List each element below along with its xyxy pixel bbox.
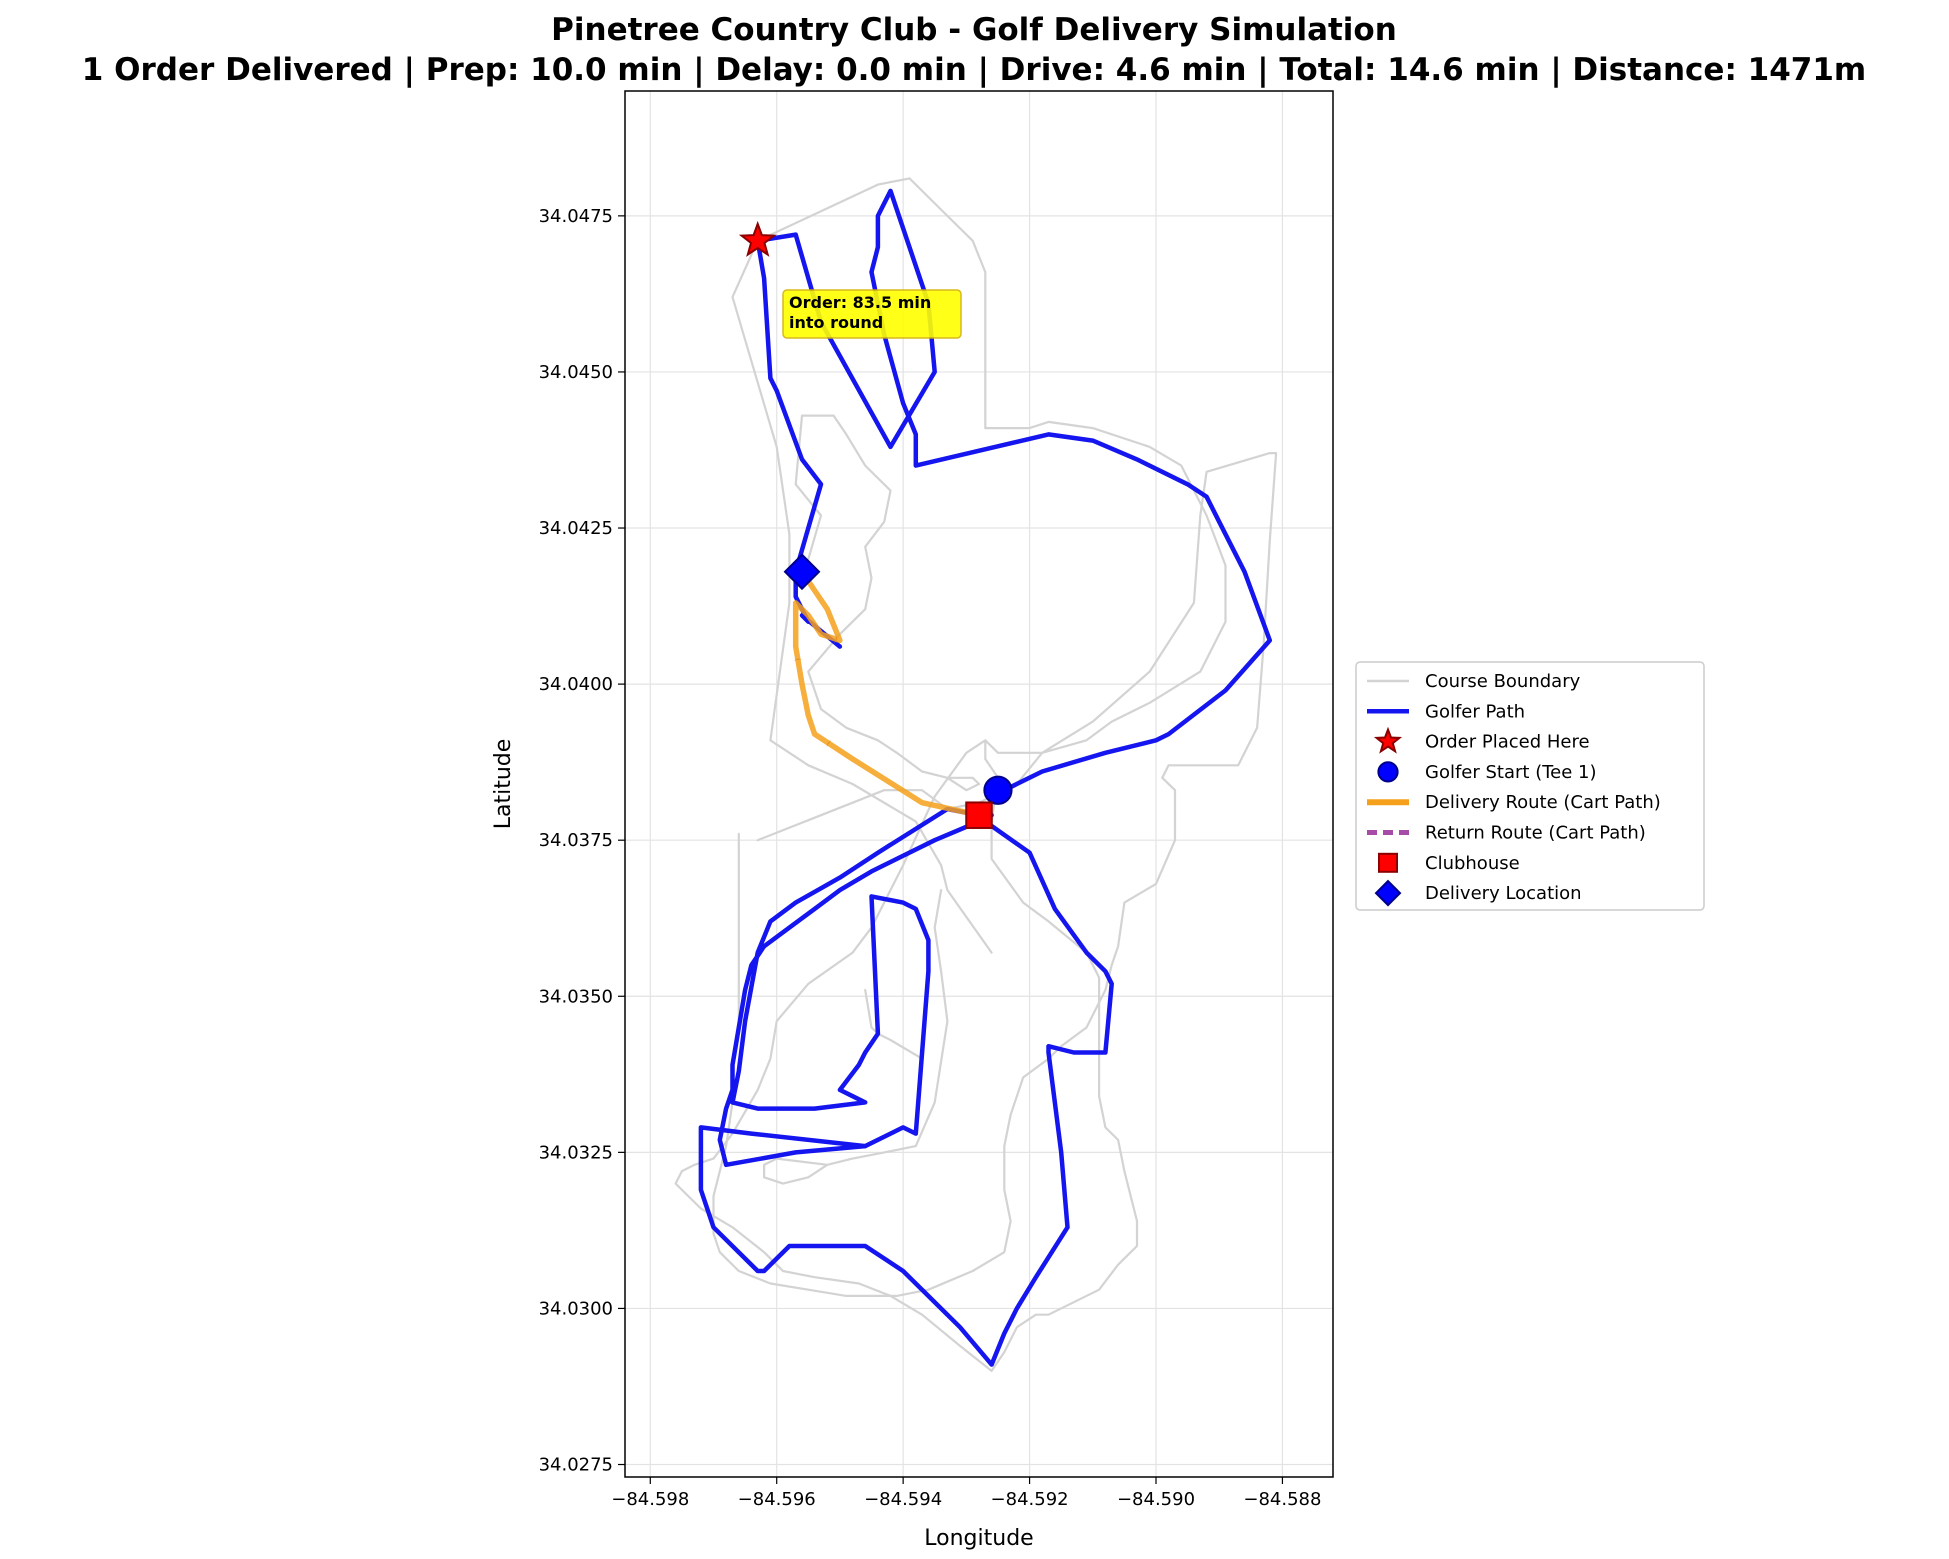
course-boundary-line <box>674 177 1227 1373</box>
annotation-line: Order: 83.5 min <box>789 293 931 312</box>
chart-title: Pinetree Country Club - Golf Delivery Si… <box>551 12 1397 48</box>
golfer-path-south-loop-line <box>698 819 1114 1367</box>
y-tick-label: 34.0275 <box>539 1455 613 1476</box>
legend-swatch-golfer-start-tee-1 <box>1377 761 1399 783</box>
course-boundary-line <box>712 452 1278 1298</box>
legend-frame <box>1355 661 1705 911</box>
course-boundary-line <box>864 988 924 1060</box>
legend: Course Boundary Golfer Path Order Placed H… <box>1355 661 1705 911</box>
course-boundary-line <box>794 414 981 786</box>
x-axis: −84.598 −84.596 −84.594 −84.592 −84.590 −84.5… <box>611 1477 1321 1510</box>
y-tick-label: 34.0425 <box>539 518 613 539</box>
legend-swatch-clubhouse <box>1378 852 1398 873</box>
x-tick-label: −84.598 <box>611 1489 689 1510</box>
golfer-path-front-nine-line <box>717 806 994 1168</box>
golfer-start-tee-1-marker <box>983 775 1013 805</box>
delivery-direction-arrow <box>826 739 832 747</box>
annotation-line: into round <box>789 313 883 332</box>
legend-swatch-order-placed-here <box>1373 726 1403 754</box>
annotation-box <box>782 289 962 339</box>
x-tick-label: −84.594 <box>864 1489 942 1510</box>
legend-label-return-route-cart-path: Return Route (Cart Path) <box>1425 823 1646 844</box>
y-tick-label: 34.0325 <box>539 1142 613 1163</box>
legend-label-golfer-start-tee-1: Golfer Start (Tee 1) <box>1425 762 1597 783</box>
legend-label-golfer-path: Golfer Path <box>1425 701 1525 722</box>
delivery-route-cart-path-line <box>792 568 982 818</box>
delivery-direction-arrow <box>834 635 838 644</box>
x-tick-label: −84.588 <box>1243 1489 1321 1510</box>
legend-label-delivery-route-cart-path: Delivery Route (Cart Path) <box>1425 792 1661 813</box>
y-tick-label: 34.0400 <box>539 674 613 695</box>
annotation-text: Order: 83.5 min into round <box>789 293 931 332</box>
course-boundary-line <box>946 776 981 792</box>
delivery-location-marker <box>783 553 821 591</box>
y-tick-label: 34.0450 <box>539 362 613 383</box>
plot-frame <box>624 90 1334 1478</box>
y-tick-label: 34.0375 <box>539 830 613 851</box>
order-placed-here-marker <box>738 220 777 257</box>
y-tick-label: 34.0475 <box>539 206 613 227</box>
course-boundary-line <box>762 888 949 1185</box>
chart-subtitle: 1 Order Delivered | Prep: 10.0 min | Del… <box>82 52 1866 88</box>
order-annotation: Order: 83.5 min into round <box>782 289 962 339</box>
x-tick-label: −84.596 <box>738 1489 816 1510</box>
y-axis-title: Latitude <box>491 739 516 830</box>
legend-label-delivery-location: Delivery Location <box>1425 883 1582 904</box>
golfer-path-line <box>755 188 1273 793</box>
legend-label-order-placed-here: Order Placed Here <box>1425 732 1590 753</box>
legend-label-clubhouse: Clubhouse <box>1425 853 1520 874</box>
legend-swatch-delivery-location <box>1374 879 1402 907</box>
legend-label-course-boundary: Course Boundary <box>1425 671 1581 692</box>
plot-area <box>674 177 1278 1373</box>
delivery-direction-arrow <box>793 658 803 661</box>
y-tick-label: 34.0350 <box>539 986 613 1007</box>
y-tick-label: 34.0300 <box>539 1298 613 1319</box>
x-axis-title: Longitude <box>924 1526 1033 1551</box>
x-tick-label: −84.590 <box>1117 1489 1195 1510</box>
x-tick-label: −84.592 <box>991 1489 1069 1510</box>
y-axis: 34.0275 34.0300 34.0325 34.0350 34.0375 34.04… <box>539 206 625 1476</box>
clubhouse-marker <box>965 801 993 829</box>
